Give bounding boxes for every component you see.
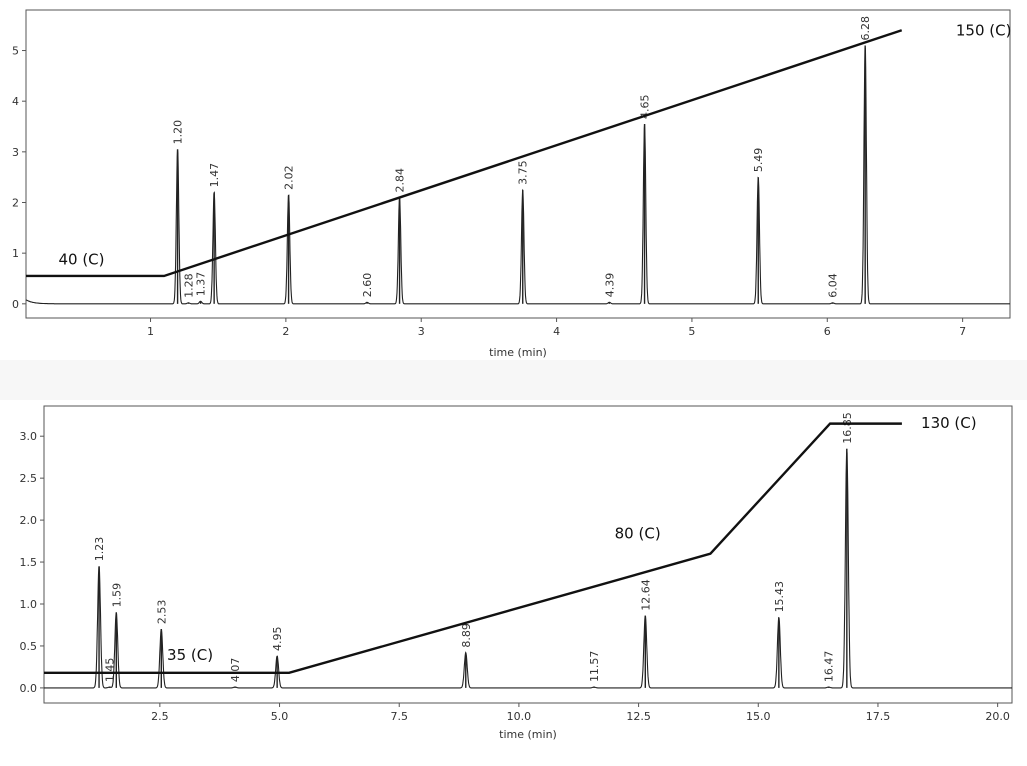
peak-label: 2.60	[361, 273, 374, 298]
peak-label: 1.37	[195, 272, 208, 297]
peak-label: 5.49	[752, 148, 765, 173]
peak-label: 4.07	[229, 658, 242, 683]
signal-trace	[25, 47, 1010, 305]
temperature-annotation: 150 (C)	[956, 21, 1012, 39]
peak-label: 16.47	[823, 651, 836, 683]
x-axis-label: time (min)	[489, 346, 547, 359]
x-tick-label: 2	[282, 325, 289, 338]
x-tick-label: 1	[147, 325, 154, 338]
temperature-annotation: 35 (C)	[167, 646, 213, 664]
top-chromatogram: 1 2 3 4 5 6 7 0 1 2 3 4 5 time (min) 1.20 1.28 1.37 1.47 2…	[12, 9, 1012, 359]
peak-label: 2.02	[283, 165, 296, 190]
peak-label: 1.45	[104, 658, 117, 683]
temperature-annotation: 40 (C)	[58, 250, 104, 268]
temperature-program-line	[44, 422, 902, 674]
peak-label: 15.43	[773, 581, 786, 613]
y-tick-label: 1	[12, 247, 19, 260]
x-tick-label: 7	[959, 325, 966, 338]
peak-label: 1.28	[182, 273, 195, 298]
x-tick-label: 4	[553, 325, 560, 338]
x-tick-label: 20.0	[985, 710, 1010, 723]
peak-label: 1.20	[172, 120, 185, 145]
peak-label: 2.84	[394, 168, 407, 193]
peak-label: 1.23	[93, 537, 106, 562]
peak-label: 11.57	[588, 651, 601, 683]
x-tick-label: 3	[418, 325, 425, 338]
x-tick-label: 15.0	[746, 710, 771, 723]
x-tick-label: 10.0	[507, 710, 532, 723]
y-tick-label: 1.5	[20, 556, 38, 569]
peak-label: 4.95	[271, 627, 284, 652]
y-tick-label: 3.0	[20, 430, 38, 443]
x-axis-label: time (min)	[499, 728, 557, 741]
y-tick-label: 2	[12, 197, 19, 210]
y-tick-label: 3	[12, 146, 19, 159]
panel-gap	[0, 360, 1027, 400]
x-tick-label: 5	[688, 325, 695, 338]
peak-label: 2.53	[155, 600, 168, 625]
x-tick-label: 17.5	[866, 710, 891, 723]
y-tick-label: 5	[12, 45, 19, 58]
peak-label: 8.89	[460, 623, 473, 648]
peak-label: 4.39	[603, 273, 616, 298]
signal-trace	[44, 448, 1012, 689]
temperature-annotation: 130 (C)	[921, 414, 977, 432]
peak-label: 1.47	[208, 163, 221, 188]
y-tick-label: 0.0	[20, 682, 38, 695]
peak-label: 4.65	[639, 94, 652, 119]
x-tick-label: 5.0	[271, 710, 289, 723]
bottom-chromatogram: 2.5 5.0 7.5 10.0 12.5 15.0 17.5 20.0 0.0 0.5 1.0 1.…	[20, 405, 1013, 741]
y-tick-label: 0.5	[20, 640, 38, 653]
peak-label: 16.85	[841, 412, 854, 444]
plot-frame	[43, 405, 1013, 704]
x-tick-label: 2.5	[151, 710, 169, 723]
peak-label: 12.64	[639, 579, 652, 611]
peak-label: 6.28	[859, 16, 872, 41]
peak-label: 3.75	[517, 160, 530, 185]
peak-label: 6.04	[827, 273, 840, 298]
y-tick-label: 2.0	[20, 514, 38, 527]
x-tick-label: 6	[824, 325, 831, 338]
x-tick-label: 7.5	[390, 710, 408, 723]
peak-label: 1.59	[110, 583, 123, 608]
temperature-annotation: 80 (C)	[615, 525, 661, 543]
x-tick-label: 12.5	[626, 710, 651, 723]
y-tick-label: 2.5	[20, 472, 38, 485]
y-tick-label: 0	[12, 298, 19, 311]
y-tick-label: 4	[12, 95, 19, 108]
temperature-program-line	[26, 29, 903, 278]
y-tick-label: 1.0	[20, 598, 38, 611]
